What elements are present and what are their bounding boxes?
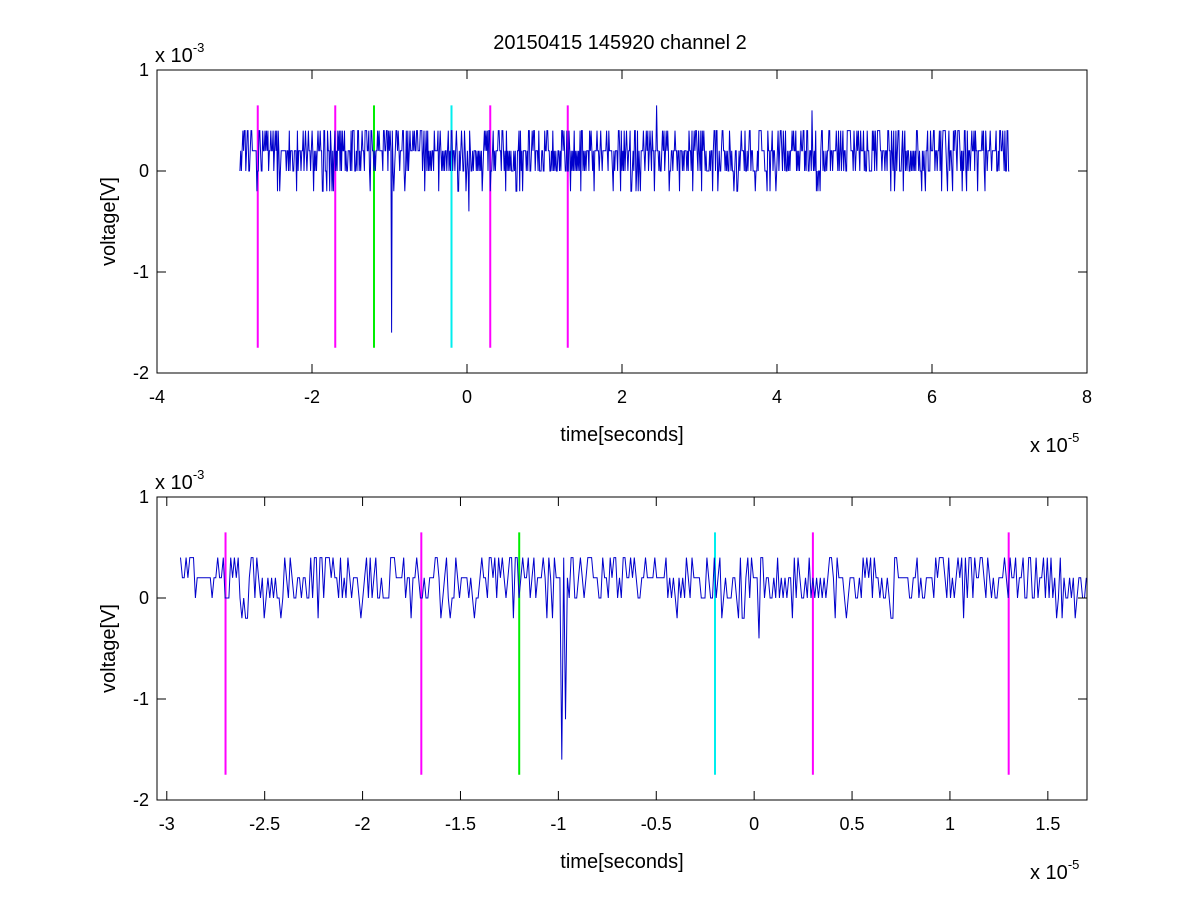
x-tick-label: -1 bbox=[550, 814, 566, 834]
x-tick-label: -4 bbox=[149, 387, 165, 407]
y-exponent-base-bottom: x 10 bbox=[155, 472, 193, 494]
x-tick-label: 2 bbox=[617, 387, 627, 407]
ticks-bottom: -3 -2.5 -2 -1.5 -1 -0.5 0 0.5 1 1.5 -2 -1 0 1 bbox=[133, 487, 1087, 834]
ticks-top: -4 -2 0 2 4 6 8-2-101 bbox=[133, 60, 1092, 407]
x-exponent-power-bottom: -5 bbox=[1068, 857, 1080, 872]
x-tick-label: 0 bbox=[749, 814, 759, 834]
chart-title: 20150415 145920 channel 2 bbox=[493, 32, 747, 54]
y-exponent-power-top: -3 bbox=[193, 40, 205, 55]
signal-line-bottom bbox=[180, 557, 1087, 760]
x-tick-label: 4 bbox=[772, 387, 782, 407]
x-tick-label: 8 bbox=[1082, 387, 1092, 407]
y-tick-label: 1 bbox=[139, 487, 149, 507]
x-tick-label: -1.5 bbox=[445, 814, 476, 834]
y-tick-label: -2 bbox=[133, 363, 149, 383]
y-exponent-power-bottom: -3 bbox=[193, 467, 205, 482]
x-tick-label: -2 bbox=[355, 814, 371, 834]
x-tick-label: 1 bbox=[945, 814, 955, 834]
x-exponent-label-top: x 10-5 bbox=[1030, 430, 1079, 457]
y-tick-label: -1 bbox=[133, 689, 149, 709]
x-exponent-power-top: -5 bbox=[1068, 430, 1080, 445]
x-exponent-base-top: x 10 bbox=[1030, 435, 1068, 457]
y-axis-label-top: voltage[V] bbox=[98, 177, 120, 266]
markers-bottom bbox=[224, 532, 1010, 775]
x-tick-label: 0.5 bbox=[840, 814, 865, 834]
y-axis-label-bottom: voltage[V] bbox=[98, 604, 120, 693]
x-tick-label: -2.5 bbox=[249, 814, 280, 834]
x-tick-label: 6 bbox=[927, 387, 937, 407]
y-tick-label: -2 bbox=[133, 790, 149, 810]
plot-top: -4 -2 0 2 4 6 8-2-101 time[seconds] voltage[V]… bbox=[98, 40, 1092, 457]
x-tick-label: -0.5 bbox=[641, 814, 672, 834]
x-exponent-label-bottom: x 10-5 bbox=[1030, 857, 1079, 884]
x-axis-label-bottom: time[seconds] bbox=[560, 851, 683, 873]
axes-box-top bbox=[156, 69, 1088, 374]
signal-line-top bbox=[239, 105, 1010, 333]
x-tick-label: 0 bbox=[462, 387, 472, 407]
y-exponent-label-bottom: x 10-3 bbox=[155, 467, 204, 494]
axes-box-bottom bbox=[156, 496, 1088, 801]
y-tick-label: 0 bbox=[139, 161, 149, 181]
plot-bottom: -3 -2.5 -2 -1.5 -1 -0.5 0 0.5 1 1.5 -2 -1 0 1 time[se… bbox=[98, 467, 1088, 884]
y-tick-label: 0 bbox=[139, 588, 149, 608]
markers-top bbox=[256, 105, 569, 348]
x-axis-label-top: time[seconds] bbox=[560, 424, 683, 446]
y-exponent-base-top: x 10 bbox=[155, 45, 193, 67]
y-exponent-label-top: x 10-3 bbox=[155, 40, 204, 67]
x-tick-label: 1.5 bbox=[1035, 814, 1060, 834]
x-exponent-base-bottom: x 10 bbox=[1030, 862, 1068, 884]
y-tick-label: -1 bbox=[133, 262, 149, 282]
y-tick-label: 1 bbox=[139, 60, 149, 80]
x-tick-label: -3 bbox=[159, 814, 175, 834]
x-tick-label: -2 bbox=[304, 387, 320, 407]
